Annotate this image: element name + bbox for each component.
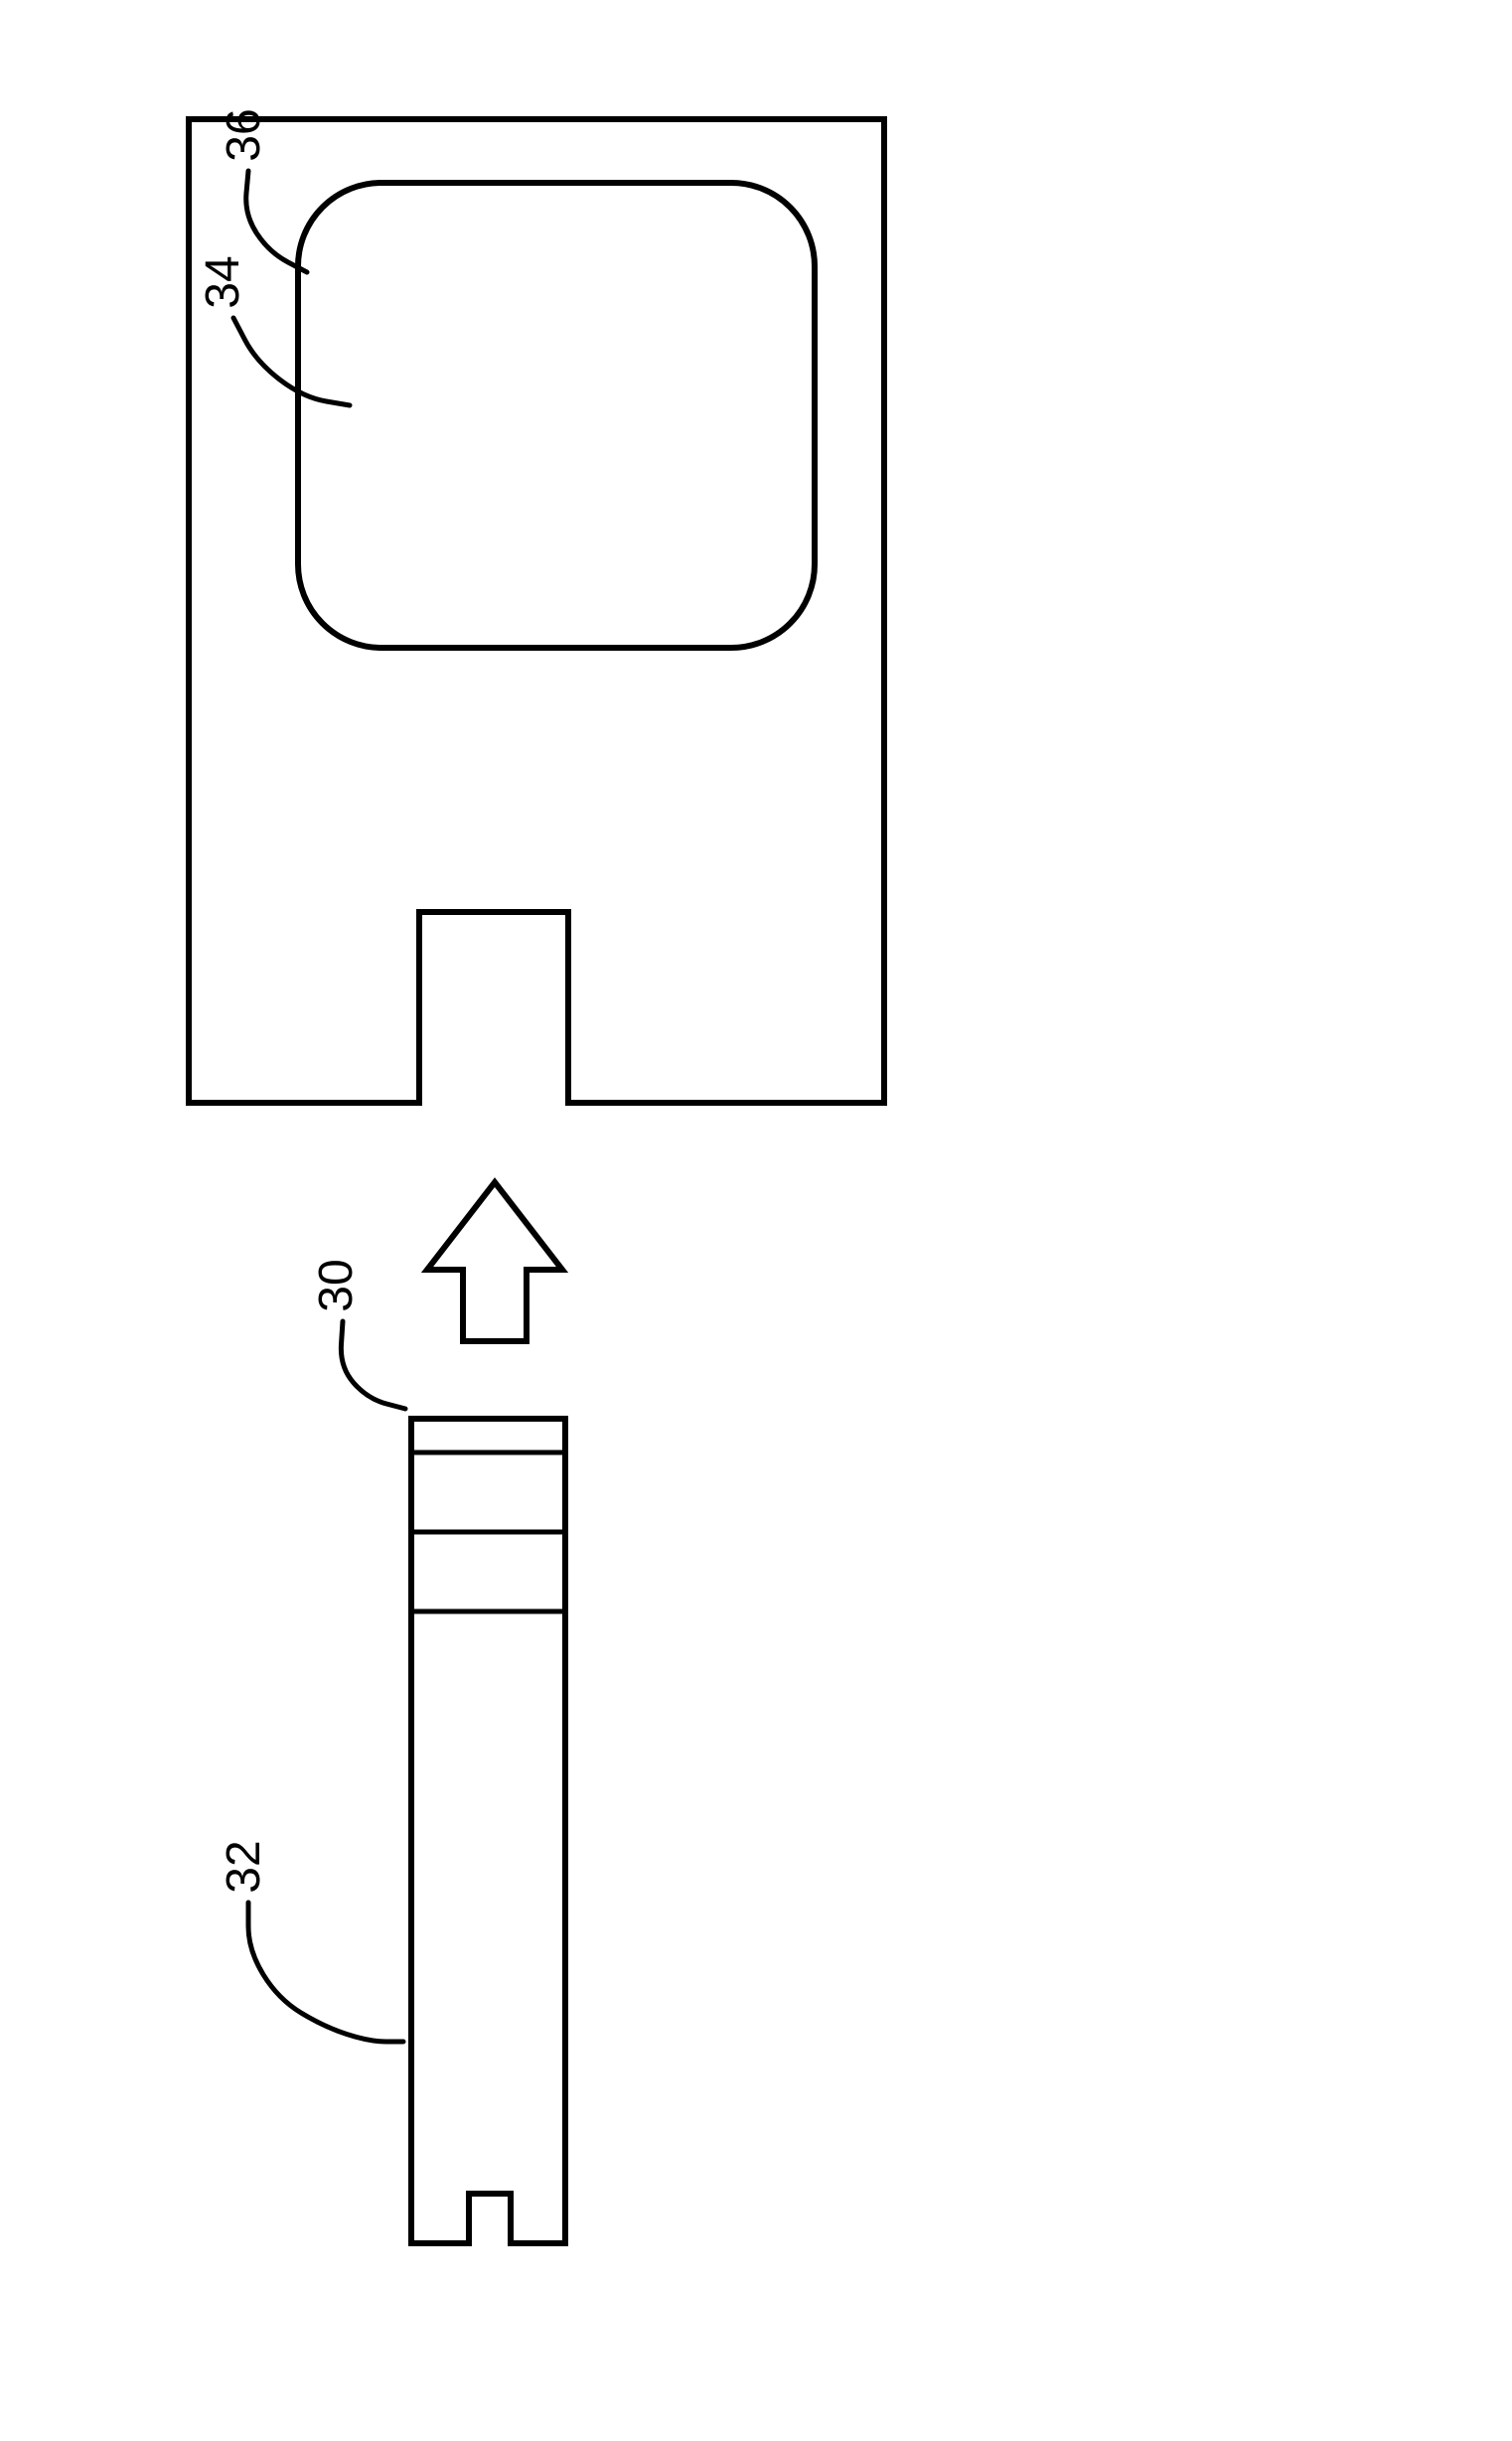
label-display: 36 <box>215 105 274 165</box>
label-strip: 32 <box>215 1837 274 1897</box>
patent-figure <box>0 0 1512 2441</box>
label-system: 30 <box>307 1256 367 1315</box>
label-meter: 34 <box>194 252 253 312</box>
